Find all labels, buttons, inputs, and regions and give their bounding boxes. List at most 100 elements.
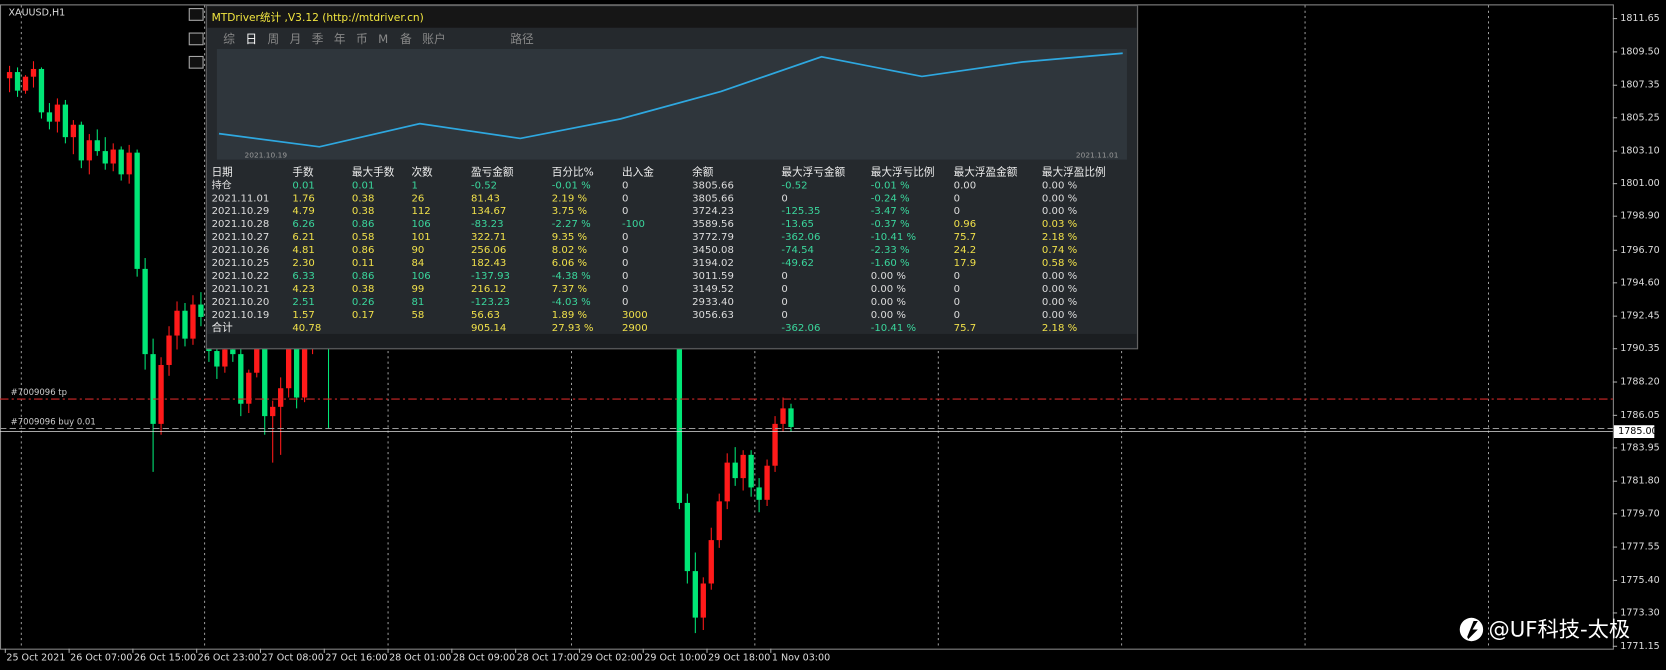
table-cell: 0 [622,193,628,204]
x-tick-label: 26 Oct 07:00 [70,653,132,664]
table-cell: 17.9 [954,258,976,269]
candle-body [22,76,29,91]
table-cell: 216.12 [471,284,506,295]
panel-tab[interactable]: 备 [400,32,412,46]
candle-body [692,571,698,618]
watermark: @UF科技-太极 [1459,618,1630,643]
candle-body [222,349,228,367]
table-cell: 2.19 % [552,193,588,204]
table-cell: -2.33 % [871,245,910,256]
table-cell: 0.00 % [871,297,907,308]
candle-body [126,152,132,175]
table-cell: 6.33 [292,271,314,282]
candle-body [748,454,754,488]
y-tick-label: 1786.05 [1620,410,1659,421]
candle-body [716,501,722,541]
panel-tab[interactable]: 季 [312,32,324,46]
balance-line [218,52,1123,148]
table-cell: 0 [622,297,628,308]
panel-tab[interactable]: 周 [267,32,279,46]
icon[interactable] [188,55,204,69]
candle-body [230,349,236,355]
candle-body [684,502,691,572]
table-cell: 322.71 [471,232,506,243]
candle-body [118,149,124,175]
panel-tab[interactable]: M [378,32,388,46]
table-cell: 112 [411,206,430,217]
candle-body [94,140,100,152]
candle-body [772,423,778,466]
table-cell: 3194.02 [692,258,734,269]
table-cell: 182.43 [471,258,506,269]
panel-tab[interactable]: 综 [223,32,235,46]
panel-tab[interactable]: 账户 [422,32,445,46]
icon[interactable] [188,8,204,21]
table-cell: 0 [781,271,787,282]
candle-body [158,364,164,424]
order-label: #7009096 tp [11,388,67,398]
table-cell: 0 [622,284,628,295]
total-row-bg [207,333,1137,348]
table-cell: -13.65 [781,219,814,230]
table-cell: 0 [622,271,628,282]
table-header: 最大浮盈比例 [1042,165,1106,178]
table-total-cell: 75.7 [954,323,976,334]
candle-body [198,304,204,317]
candle-body [38,68,45,113]
table-cell: 2933.40 [692,297,734,308]
toolbar-icons [188,8,204,69]
table-cell: 6.21 [292,232,314,243]
x-tick-label: 29 Oct 18:00 [708,653,770,664]
table-cell: 0.96 [954,219,976,230]
x-tick-label: 28 Oct 09:00 [453,653,515,664]
candle-body [150,354,156,424]
table-cell: 3056.63 [692,310,734,321]
panel-tab[interactable]: 币 [356,32,368,46]
mini-x-label: 2021.10.19 [245,150,288,159]
table-cell: 0 [781,193,787,204]
candle-body [700,583,706,618]
table-cell: 106 [411,219,430,230]
panel-tab[interactable]: 路径 [510,32,534,46]
candle-body [676,330,683,503]
table-cell: 56.63 [471,310,500,321]
table-cell: 134.67 [471,206,506,217]
candle-body [246,372,252,404]
panel-tab[interactable]: 月 [290,32,302,46]
candle-body [30,68,37,77]
panel-tab[interactable]: 年 [334,32,346,46]
table-cell: 2021.10.21 [212,284,270,295]
table-cell: 2.51 [292,297,314,308]
table-cell: 26 [411,193,424,204]
symbol-label: XAUUSD,H1 [9,7,66,18]
icon[interactable] [188,32,204,46]
table-cell: 0 [781,284,787,295]
mini-x-label: 2021.11.01 [1076,150,1119,159]
candle-body [293,346,300,398]
table-header: 日期 [212,165,233,178]
table-header: 盈亏金额 [471,165,514,178]
table-cell: 0 [954,193,960,204]
panel-tab[interactable]: 日 [245,32,257,46]
y-tick-label: 1777.55 [1620,542,1659,553]
candle-body [190,304,196,339]
table-cell: -83.23 [471,219,504,230]
candle-body [70,124,77,138]
table-cell: 6.06 % [552,258,588,269]
candle-body [174,310,180,336]
table-cell: 0 [954,310,960,321]
table-cell: 1.89 % [552,310,588,321]
watermark-logo-mark [1467,620,1478,640]
y-tick-label: 1809.50 [1620,46,1659,57]
table-cell: -49.62 [781,258,814,269]
candle-body [732,462,738,479]
table-cell: 0.00 % [1042,310,1078,321]
x-tick-label: 27 Oct 08:00 [262,653,324,664]
candle-body [764,465,770,500]
table-cell: 4.23 [292,284,314,295]
table-cell: 4.79 [292,206,314,217]
table-cell: 0.00 % [871,310,907,321]
table-cell: 2021.10.20 [212,297,270,308]
table-cell: 0.86 [352,271,374,282]
table-cell: 9.35 % [552,232,588,243]
